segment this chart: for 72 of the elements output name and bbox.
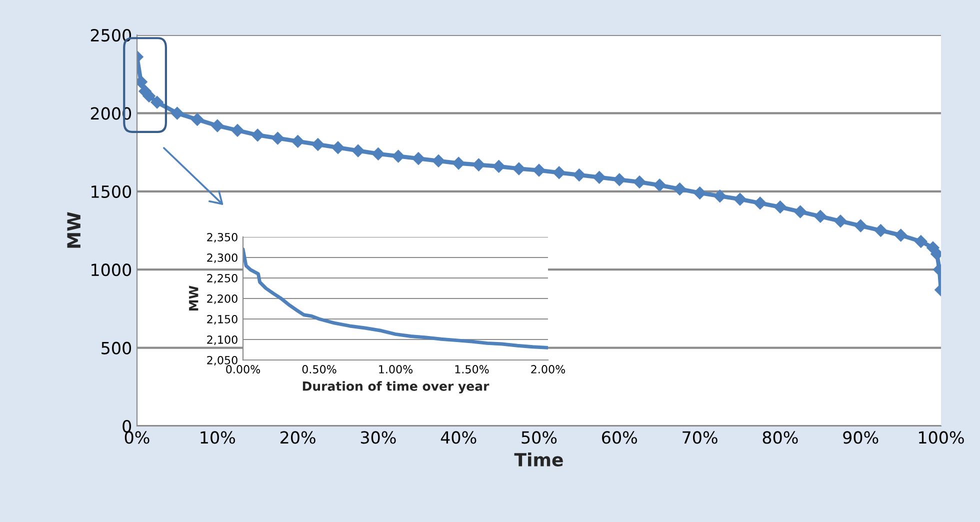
x-tick-label: 0%	[124, 431, 150, 444]
x-tick-label: 50%	[522, 431, 557, 444]
point	[251, 128, 264, 142]
x-tick-label: 90%	[843, 431, 878, 444]
point	[894, 228, 908, 242]
x-tick-label: 0.00%	[226, 365, 260, 374]
point	[612, 173, 626, 186]
point	[633, 176, 646, 188]
point	[854, 219, 868, 232]
x-tick-label: 20%	[280, 431, 316, 444]
point	[754, 196, 767, 210]
point	[552, 166, 566, 180]
point	[432, 154, 445, 168]
y-axis-title: MW	[189, 286, 198, 310]
x-tick-label: 0.50%	[302, 365, 336, 374]
x-tick-label: 30%	[360, 431, 396, 444]
point	[592, 170, 606, 184]
point	[774, 200, 787, 214]
x-axis-title: Time	[514, 452, 563, 467]
point	[210, 119, 224, 132]
x-tick-label: 100%	[919, 431, 964, 444]
y-tick-label: 2,250	[207, 274, 238, 284]
y-tick-label: 1500	[92, 185, 132, 198]
x-tick-label: 1.50%	[455, 365, 489, 374]
y-tick-label: 2,350	[207, 232, 238, 243]
point	[914, 235, 928, 248]
y-tick-label: 2,050	[207, 356, 238, 366]
point	[532, 164, 546, 177]
line-series	[243, 248, 548, 350]
point	[231, 124, 244, 137]
y-tick-label: 2,100	[207, 335, 238, 346]
point	[492, 160, 506, 173]
point	[572, 168, 586, 182]
x-axis-title: Duration of time over year	[302, 381, 490, 394]
x-tick-label: 2.00%	[531, 365, 566, 374]
point	[352, 144, 365, 158]
x-tick-label: 80%	[762, 431, 798, 444]
point	[734, 192, 746, 206]
point	[190, 113, 204, 126]
x-tick-label: 1.00%	[379, 365, 413, 374]
point	[693, 186, 706, 200]
y-tick-label: 2,200	[207, 294, 238, 304]
point	[874, 224, 888, 237]
y-tick-label: 2,300	[207, 253, 238, 264]
x-tick-label: 60%	[602, 431, 637, 444]
point	[271, 132, 284, 145]
point	[412, 152, 425, 165]
point	[673, 182, 686, 196]
point	[794, 205, 807, 218]
point	[291, 134, 304, 148]
y-tick-label: 1000	[92, 264, 132, 276]
point	[472, 158, 486, 172]
point	[170, 106, 184, 120]
point	[392, 150, 405, 163]
y-tick-label: 0	[122, 420, 132, 433]
y-tick-label: 2500	[90, 28, 132, 42]
point	[713, 190, 726, 203]
point	[814, 210, 827, 223]
point	[372, 147, 385, 160]
x-tick-label: 40%	[440, 431, 476, 444]
point	[834, 214, 847, 228]
point	[512, 162, 526, 176]
point	[452, 156, 466, 170]
point	[311, 138, 324, 151]
point	[653, 178, 666, 192]
y-tick-label: 500	[102, 342, 132, 354]
y-axis-title: MW	[67, 212, 80, 248]
point	[332, 141, 344, 154]
x-tick-label: 10%	[200, 431, 235, 444]
y-tick-label: 2,150	[207, 314, 238, 325]
x-tick-label: 70%	[682, 431, 718, 444]
point	[150, 96, 164, 109]
